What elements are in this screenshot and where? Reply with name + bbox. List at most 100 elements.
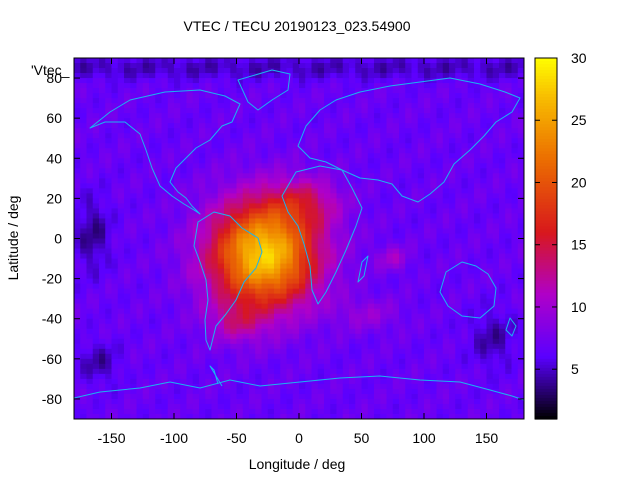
heatmap-cell: [167, 238, 175, 245]
heatmap-cell: [105, 223, 113, 230]
heatmap-cell: [99, 373, 106, 380]
heatmap-cell: [392, 143, 400, 149]
heatmap-cell: [292, 328, 300, 335]
heatmap-cell: [486, 118, 494, 124]
heatmap-cell: [505, 398, 513, 405]
heatmap-cell: [136, 108, 144, 114]
heatmap-cell: [111, 373, 119, 380]
heatmap-cell: [236, 328, 244, 335]
heatmap-cell: [480, 223, 488, 230]
heatmap-cell: [186, 338, 194, 345]
heatmap-cell: [274, 78, 281, 84]
heatmap-cell: [411, 238, 419, 245]
heatmap-cell: [80, 363, 88, 370]
heatmap-cell: [92, 163, 100, 169]
heatmap-cell: [374, 118, 381, 124]
heatmap-cell: [86, 83, 94, 89]
heatmap-cell: [417, 88, 425, 94]
heatmap-cell: [286, 63, 294, 69]
heatmap-cell: [261, 348, 269, 355]
heatmap-cell: [142, 293, 150, 300]
heatmap-cell: [86, 383, 94, 390]
heatmap-cell: [349, 283, 356, 290]
heatmap-cell: [380, 218, 388, 225]
heatmap-cell: [261, 398, 269, 405]
heatmap-cell: [392, 288, 400, 295]
heatmap-cell: [92, 293, 100, 300]
heatmap-cell: [474, 133, 481, 139]
heatmap-cell: [199, 258, 206, 265]
heatmap-cell: [149, 363, 156, 370]
heatmap-cell: [299, 298, 306, 305]
heatmap-cell: [355, 93, 363, 99]
heatmap-cell: [255, 278, 263, 285]
heatmap-cell: [499, 383, 506, 390]
heatmap-cell: [342, 338, 350, 345]
heatmap-cell: [255, 193, 263, 199]
heatmap-cell: [180, 128, 188, 134]
heatmap-cell: [261, 108, 269, 114]
heatmap-cell: [217, 233, 225, 240]
heatmap-cell: [149, 328, 156, 335]
heatmap-cell: [292, 263, 300, 270]
heatmap-cell: [142, 288, 150, 295]
heatmap-cell: [255, 298, 263, 305]
heatmap-cell: [324, 333, 331, 340]
heatmap-cell: [361, 333, 369, 340]
heatmap-cell: [430, 373, 438, 380]
heatmap-cell: [417, 398, 425, 405]
heatmap-cell: [161, 343, 169, 350]
heatmap-cell: [430, 343, 438, 350]
heatmap-cell: [486, 338, 494, 345]
heatmap-cell: [161, 253, 169, 260]
heatmap-cell: [186, 383, 194, 390]
heatmap-cell: [180, 173, 188, 179]
heatmap-cell: [367, 393, 375, 400]
heatmap-cell: [167, 398, 175, 405]
heatmap-cell: [174, 143, 181, 149]
heatmap-cell: [336, 83, 344, 89]
heatmap-cell: [224, 68, 231, 74]
heatmap-cell: [236, 263, 244, 270]
heatmap-cell: [361, 263, 369, 270]
heatmap-cell: [117, 88, 125, 94]
heatmap-cell: [99, 153, 106, 159]
heatmap-cell: [480, 128, 488, 134]
heatmap-cell: [224, 398, 231, 405]
heatmap-cell: [361, 218, 369, 225]
heatmap-cell: [317, 398, 325, 405]
heatmap-cell: [336, 153, 344, 159]
heatmap-cell: [374, 348, 381, 355]
heatmap-cell: [380, 113, 388, 119]
heatmap-cell: [74, 333, 81, 340]
heatmap-cell: [486, 388, 494, 395]
heatmap-cell: [186, 228, 194, 235]
heatmap-cell: [174, 128, 181, 134]
heatmap-cell: [374, 143, 381, 149]
heatmap-cell: [292, 213, 300, 220]
heatmap-cell: [517, 298, 524, 305]
heatmap-cell: [380, 293, 388, 300]
heatmap-cell: [436, 108, 444, 114]
heatmap-cell: [117, 333, 125, 340]
heatmap-cell: [211, 98, 219, 104]
heatmap-cell: [486, 113, 494, 119]
heatmap-cell: [142, 78, 150, 84]
heatmap-cell: [261, 73, 269, 79]
heatmap-cell: [449, 278, 456, 285]
heatmap-cell: [74, 183, 81, 189]
heatmap-cell: [467, 58, 475, 64]
heatmap-cell: [274, 393, 281, 400]
heatmap-cell: [299, 343, 306, 350]
heatmap-cell: [149, 333, 156, 340]
heatmap-cell: [136, 308, 144, 315]
heatmap-cell: [436, 158, 444, 164]
heatmap-cell: [274, 118, 281, 124]
heatmap-cell: [430, 78, 438, 84]
heatmap-cell: [411, 393, 419, 400]
heatmap-cell: [99, 293, 106, 300]
heatmap-cell: [492, 278, 500, 285]
heatmap-cell: [117, 198, 125, 204]
heatmap-cell: [205, 318, 213, 325]
heatmap-cell: [436, 163, 444, 169]
